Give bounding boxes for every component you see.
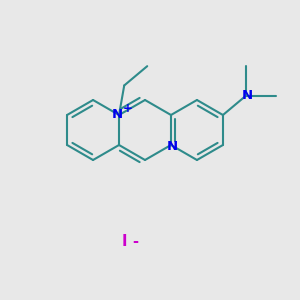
Text: N: N — [112, 107, 123, 121]
Text: N: N — [242, 89, 253, 102]
Text: I: I — [122, 234, 128, 249]
Text: -: - — [133, 234, 139, 249]
Text: N: N — [167, 140, 178, 152]
Text: +: + — [123, 101, 133, 115]
